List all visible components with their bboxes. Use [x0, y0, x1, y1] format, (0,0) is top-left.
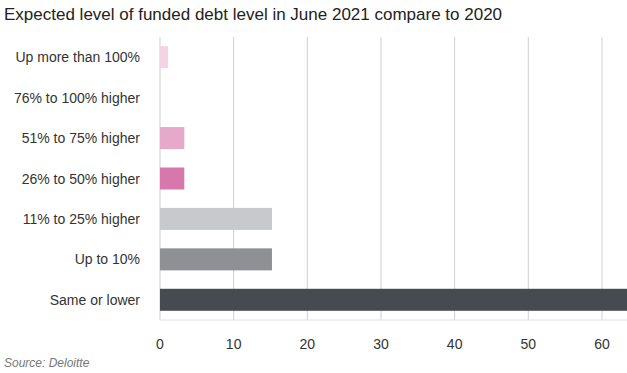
- x-tick-label: 20: [300, 336, 316, 352]
- category-label: 26% to 50% higher: [22, 171, 141, 187]
- category-label: Up to 10%: [75, 251, 140, 267]
- x-tick-label: 10: [226, 336, 242, 352]
- bar: [160, 127, 184, 149]
- category-label: Same or lower: [50, 292, 141, 308]
- bar: [160, 46, 168, 68]
- category-label: 76% to 100% higher: [14, 90, 140, 106]
- x-tick-label: 0: [156, 336, 164, 352]
- category-label: Up more than 100%: [15, 49, 140, 65]
- grid-line: [528, 37, 529, 320]
- category-label: 51% to 75% higher: [22, 130, 141, 146]
- x-tick-label: 30: [373, 336, 389, 352]
- x-tick-label: 60: [594, 336, 610, 352]
- bar: [160, 248, 272, 270]
- bar: [160, 289, 627, 311]
- x-axis-line: [160, 320, 627, 321]
- bars: [160, 46, 627, 311]
- chart-container: Expected level of funded debt level in J…: [0, 0, 627, 373]
- x-tick-label: 40: [447, 336, 463, 352]
- grid-line: [233, 37, 234, 320]
- grid-line: [601, 37, 602, 320]
- grid-line: [307, 37, 308, 320]
- source: Source: Deloitte: [4, 356, 90, 370]
- bar: [160, 168, 184, 190]
- chart-svg: Expected level of funded debt level in J…: [0, 0, 627, 373]
- bar: [160, 87, 161, 109]
- grid-line: [380, 37, 381, 320]
- category-label: 11% to 25% higher: [23, 211, 141, 227]
- x-tick-label: 50: [521, 336, 537, 352]
- grid-line: [454, 37, 455, 320]
- bar: [160, 208, 272, 230]
- title: Expected level of funded debt level in J…: [4, 5, 502, 24]
